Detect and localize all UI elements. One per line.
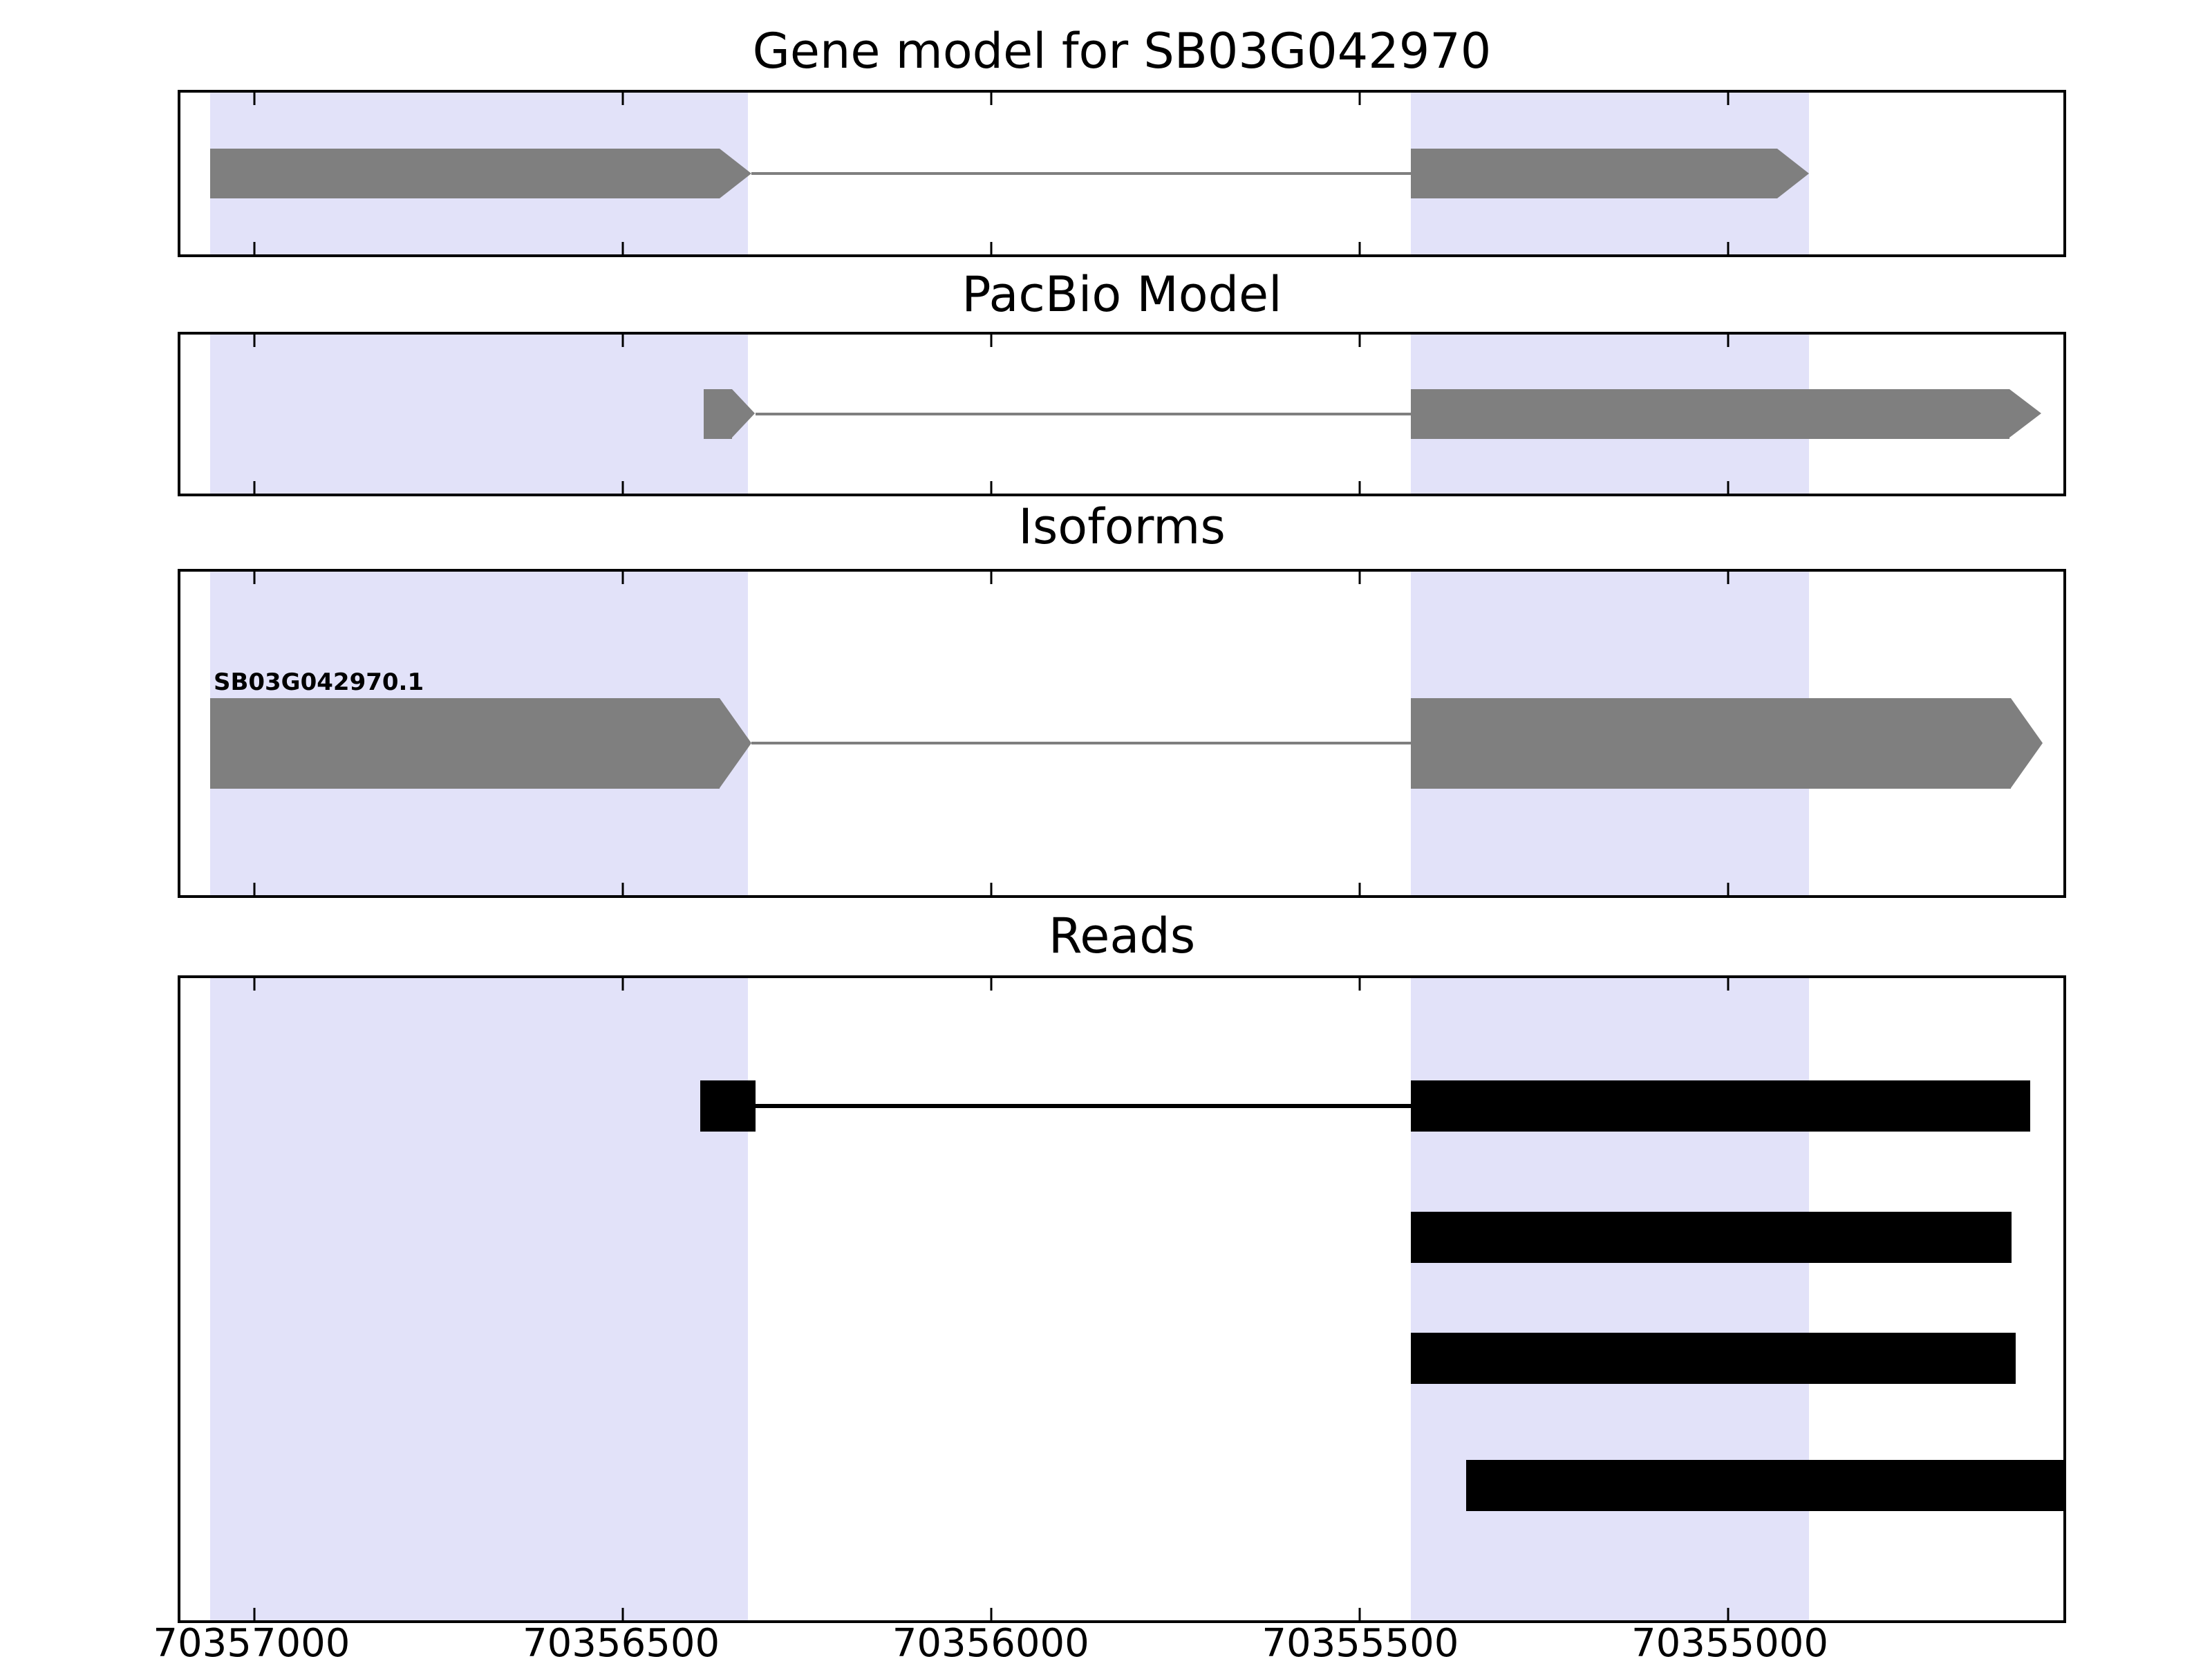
x-axis-tick-label: 70356000 — [892, 1621, 1089, 1659]
x-axis-tick-label: 70355000 — [1631, 1621, 1828, 1659]
exon-body — [209, 697, 720, 789]
read-box — [1411, 1080, 2030, 1132]
isoform-label: SB03G042970.1 — [213, 668, 424, 697]
x-axis-tick-label: 70355500 — [1262, 1621, 1459, 1659]
panel-title-gene-model: Gene model for SB03G042970 — [752, 23, 1492, 79]
read-box — [700, 1080, 756, 1132]
intron-line — [755, 413, 1412, 415]
panel-title-pacbio-model: PacBio Model — [962, 266, 1282, 323]
axis-tick — [1727, 481, 1730, 494]
axis-tick — [1727, 883, 1730, 895]
plot-area-reads — [180, 978, 2063, 1620]
axis-tick — [253, 978, 256, 991]
x-axis-tick-labels: 70357000 70356500 70356000 70355500 70355000 — [153, 1621, 2066, 1659]
axis-tick — [990, 978, 993, 991]
axis-tick — [1358, 978, 1361, 991]
axis-tick — [621, 883, 624, 895]
axis-tick — [621, 481, 624, 494]
axis-tick — [253, 242, 256, 254]
axis-tick — [990, 93, 993, 105]
axis-tick — [1358, 1608, 1361, 1620]
read-box — [1411, 1332, 2016, 1385]
axis-tick — [1358, 572, 1361, 584]
axis-tick — [253, 1608, 256, 1620]
axis-tick — [253, 572, 256, 584]
exon-arrow-tip — [720, 148, 752, 198]
axis-tick — [621, 572, 624, 584]
axis-tick — [253, 481, 256, 494]
axis-tick — [1358, 242, 1361, 254]
axis-tick — [253, 883, 256, 895]
exon-body — [1411, 148, 1778, 199]
axis-tick — [621, 978, 624, 991]
axis-tick — [621, 242, 624, 254]
panel-title-isoforms: Isoforms — [1018, 498, 1226, 555]
axis-tick — [1727, 1608, 1730, 1620]
axis-tick — [990, 481, 993, 494]
axis-tick — [1727, 335, 1730, 347]
read-box — [1411, 1212, 2012, 1264]
x-axis-tick-label: 70357000 — [153, 1621, 350, 1659]
exon-highlight-band — [209, 335, 748, 494]
axis-tick — [253, 335, 256, 347]
axis-tick — [990, 572, 993, 584]
axis-tick — [621, 93, 624, 105]
axis-tick — [990, 1608, 993, 1620]
axis-tick — [990, 883, 993, 895]
exon-body — [209, 148, 720, 199]
exon-body — [1411, 697, 2012, 789]
exon-highlight-band — [209, 978, 748, 1620]
exon-highlight-band — [1411, 978, 1810, 1620]
axis-tick — [253, 93, 256, 105]
intron-line — [755, 1103, 1412, 1108]
axis-tick — [1727, 93, 1730, 105]
axis-tick — [621, 335, 624, 347]
axis-tick — [1358, 883, 1361, 895]
axis-tick — [990, 242, 993, 254]
plot-area-isoforms: SB03G042970.1 — [180, 572, 2063, 895]
panel-pacbio-model — [178, 332, 2066, 496]
x-axis-tick-label: 70356500 — [523, 1621, 720, 1659]
panel-isoforms: SB03G042970.1 — [178, 569, 2066, 898]
axis-tick — [1358, 335, 1361, 347]
intron-line — [751, 742, 1412, 745]
exon-arrow-tip — [2011, 697, 2043, 788]
exon-body — [1411, 389, 2009, 439]
axis-tick — [621, 1608, 624, 1620]
plot-area-pacbio-model — [180, 335, 2063, 494]
panel-gene-model — [178, 90, 2066, 257]
exon-arrow-tip — [1777, 148, 1810, 198]
exon-arrow-tip — [2009, 389, 2042, 438]
axis-tick — [1358, 481, 1361, 494]
exon-arrow-tip — [732, 389, 755, 438]
read-box — [1466, 1459, 2063, 1512]
plot-area-gene-model — [180, 93, 2063, 254]
intron-line — [751, 172, 1412, 175]
axis-tick — [990, 335, 993, 347]
exon-body — [703, 389, 732, 439]
axis-tick — [1358, 93, 1361, 105]
exon-arrow-tip — [720, 697, 752, 788]
axis-tick — [1727, 978, 1730, 991]
panel-title-reads: Reads — [1048, 908, 1196, 964]
axis-tick — [1727, 242, 1730, 254]
panel-reads — [178, 975, 2066, 1623]
axis-tick — [1727, 572, 1730, 584]
